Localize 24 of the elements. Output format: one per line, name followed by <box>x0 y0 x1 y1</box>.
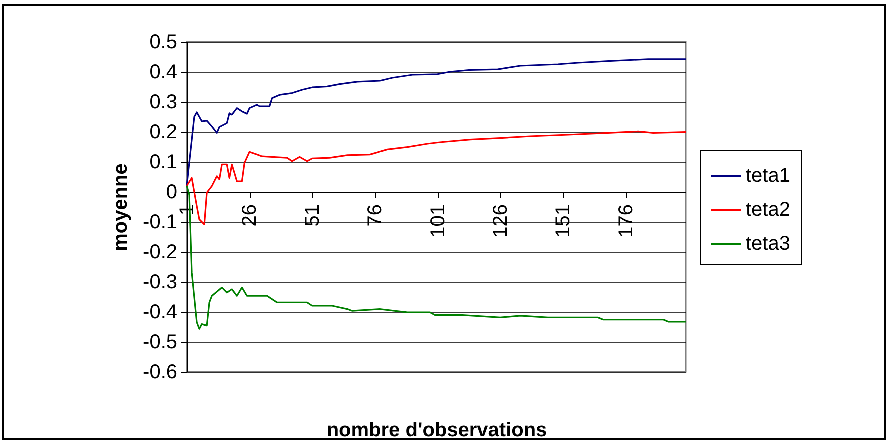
x-axis-title: nombre d'observations <box>326 420 548 442</box>
y-tick-label: -0.1 <box>143 212 178 234</box>
y-tick-label: 0.3 <box>150 92 178 114</box>
y-tick-label: -0.2 <box>143 242 178 264</box>
y-tick-label: 0.1 <box>150 152 178 174</box>
x-tick-label: 151 <box>552 204 575 238</box>
x-tick-label: 126 <box>490 204 512 238</box>
x-tick-label: 101 <box>427 204 450 238</box>
x-tick-label: 51 <box>302 204 324 227</box>
legend-label: teta1 <box>746 165 790 187</box>
y-axis-title: moyenne <box>110 164 132 252</box>
legend-label: teta2 <box>746 199 790 221</box>
x-tick-label: 76 <box>364 204 387 227</box>
y-tick-label: 0 <box>166 182 178 204</box>
legend-label: teta3 <box>746 233 790 255</box>
y-tick-label: -0.4 <box>143 302 178 324</box>
y-tick-label: -0.5 <box>143 332 178 354</box>
y-tick-label: 0.4 <box>150 62 178 84</box>
x-tick-label: 26 <box>239 204 262 227</box>
y-tick-label: -0.6 <box>143 362 178 384</box>
y-tick-label: 0.2 <box>150 122 178 144</box>
x-tick-label: 176 <box>615 204 638 238</box>
y-tick-label: -0.3 <box>143 272 178 294</box>
y-tick-label: 0.5 <box>150 32 178 54</box>
